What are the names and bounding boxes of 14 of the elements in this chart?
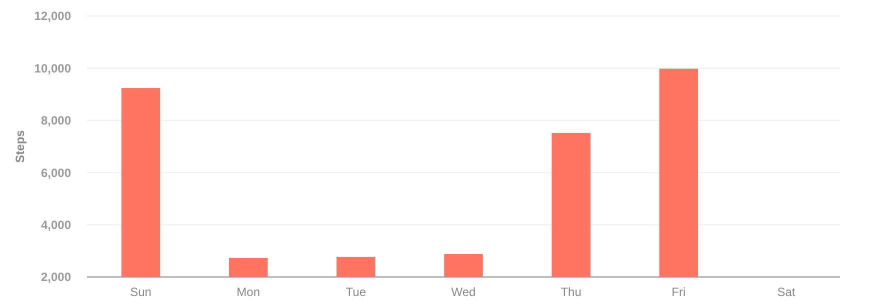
x-tick-label: Thu (560, 285, 582, 300)
y-axis-title: Steps (13, 130, 28, 163)
y-tick-label: 8,000 (40, 114, 72, 128)
y-tick-label: 10,000 (34, 61, 72, 76)
x-tick-label: Sun (130, 285, 152, 300)
y-tick-label: 6,000 (40, 166, 72, 180)
x-tick-label: Tue (346, 285, 366, 300)
x-tick-label: Wed (451, 285, 476, 300)
y-tick-label: 2,000 (40, 270, 72, 284)
y-tick-label: 4,000 (40, 218, 72, 232)
x-tick-label: Mon (236, 285, 260, 300)
x-tick-label: Sat (777, 285, 796, 300)
x-tick-label: Fri (672, 285, 686, 300)
y-tick-label: 12,000 (34, 9, 72, 24)
